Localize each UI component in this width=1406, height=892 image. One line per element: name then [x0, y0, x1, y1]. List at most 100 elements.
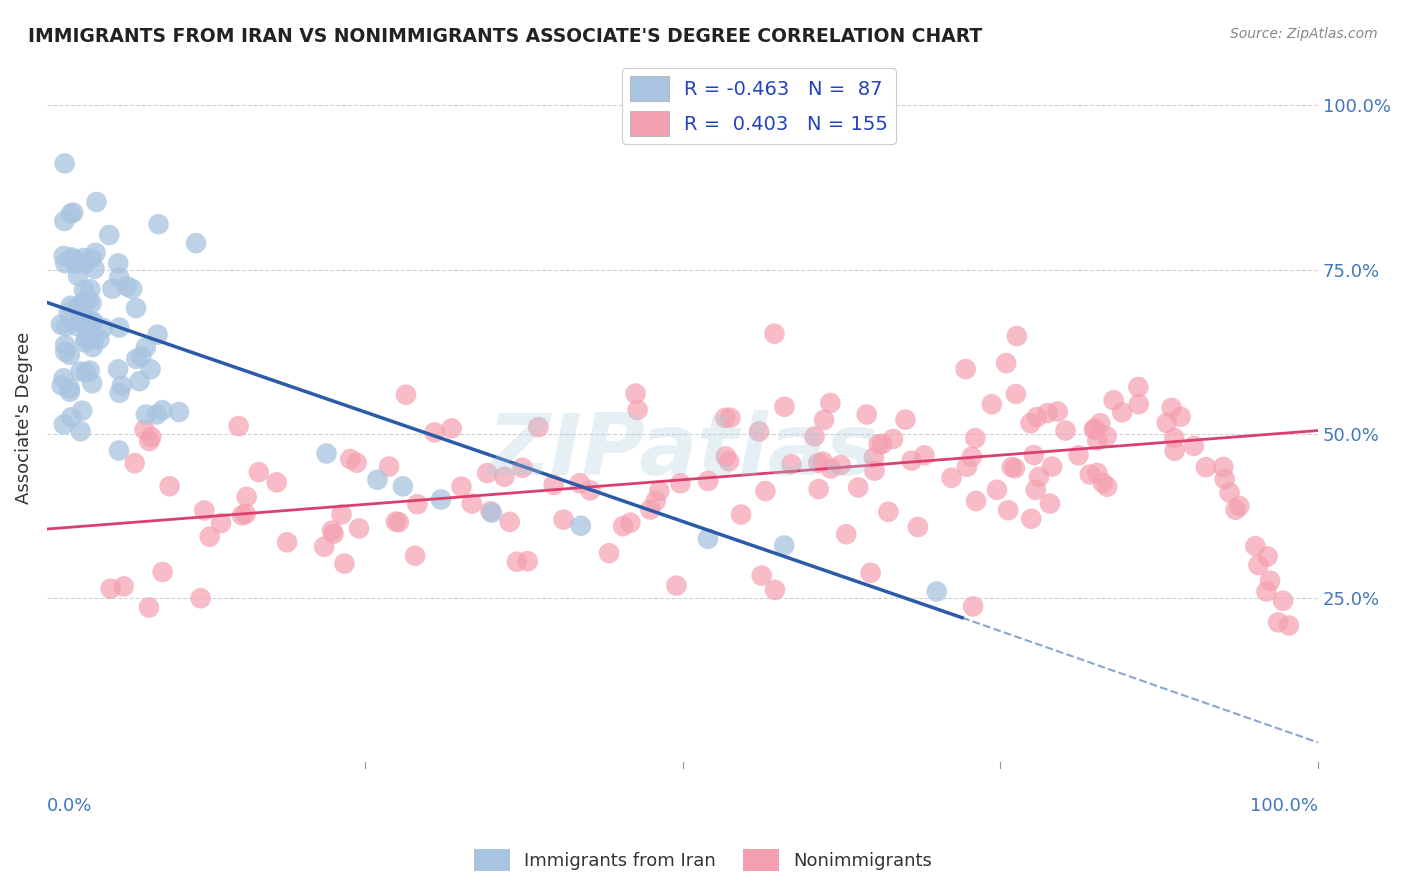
- Point: [955, 362, 977, 376]
- Point: [997, 503, 1019, 517]
- Point: [75, 365, 97, 379]
- Point: [82, 340, 104, 354]
- Text: Source: ZipAtlas.com: Source: ZipAtlas.com: [1230, 27, 1378, 41]
- Point: [73, 335, 96, 350]
- Point: [339, 452, 361, 467]
- Point: [65, 257, 87, 271]
- Point: [91, 321, 114, 335]
- Point: [1036, 406, 1059, 420]
- Point: [965, 494, 987, 508]
- Point: [80, 315, 103, 329]
- Point: [624, 386, 647, 401]
- Point: [138, 434, 160, 449]
- Point: [69, 365, 91, 379]
- Point: [76, 311, 98, 326]
- Point: [960, 450, 983, 464]
- Point: [1085, 434, 1108, 448]
- Point: [53, 214, 76, 228]
- Point: [506, 555, 529, 569]
- Point: [69, 424, 91, 438]
- Point: [1218, 485, 1240, 500]
- Point: [807, 456, 830, 470]
- Point: [330, 508, 353, 522]
- Point: [53, 256, 76, 270]
- Point: [1258, 574, 1281, 588]
- Point: [115, 279, 138, 293]
- Point: [60, 251, 83, 265]
- Point: [108, 443, 131, 458]
- Point: [1054, 424, 1077, 438]
- Point: [321, 524, 343, 538]
- Point: [1160, 401, 1182, 415]
- Point: [450, 480, 472, 494]
- Point: [941, 471, 963, 485]
- Point: [1257, 549, 1279, 564]
- Point: [568, 476, 591, 491]
- Point: [72, 295, 94, 310]
- Point: [835, 527, 858, 541]
- Point: [499, 515, 522, 529]
- Point: [475, 466, 498, 480]
- Point: [266, 475, 288, 490]
- Point: [152, 565, 174, 579]
- Point: [598, 546, 620, 560]
- Point: [1278, 618, 1301, 632]
- Point: [440, 421, 463, 435]
- Point: [128, 374, 150, 388]
- Legend: R = -0.463   N =  87, R =  0.403   N = 155: R = -0.463 N = 87, R = 0.403 N = 155: [621, 69, 896, 144]
- Point: [84, 245, 107, 260]
- Text: IMMIGRANTS FROM IRAN VS NONIMMIGRANTS ASSOCIATE'S DEGREE CORRELATION CHART: IMMIGRANTS FROM IRAN VS NONIMMIGRANTS AS…: [28, 27, 983, 45]
- Point: [65, 318, 87, 333]
- Point: [89, 332, 111, 346]
- Point: [811, 455, 834, 469]
- Point: [1213, 472, 1236, 486]
- Point: [124, 456, 146, 470]
- Point: [1001, 460, 1024, 475]
- Point: [1083, 423, 1105, 437]
- Point: [1272, 594, 1295, 608]
- Point: [100, 582, 122, 596]
- Point: [59, 299, 82, 313]
- Point: [135, 408, 157, 422]
- Point: [872, 437, 894, 451]
- Point: [322, 526, 344, 541]
- Point: [392, 479, 415, 493]
- Point: [718, 410, 741, 425]
- Y-axis label: Associate's Degree: Associate's Degree: [15, 331, 32, 503]
- Point: [481, 506, 503, 520]
- Point: [70, 403, 93, 417]
- Point: [53, 338, 76, 352]
- Point: [1040, 459, 1063, 474]
- Point: [846, 480, 869, 494]
- Point: [1256, 584, 1278, 599]
- Point: [83, 331, 105, 345]
- Point: [82, 314, 104, 328]
- Point: [995, 356, 1018, 370]
- Point: [1247, 558, 1270, 572]
- Point: [1028, 470, 1050, 484]
- Point: [1225, 502, 1247, 516]
- Point: [51, 378, 73, 392]
- Point: [877, 505, 900, 519]
- Point: [146, 327, 169, 342]
- Point: [53, 344, 76, 359]
- Point: [75, 332, 97, 346]
- Point: [640, 502, 662, 516]
- Point: [763, 582, 786, 597]
- Point: [276, 535, 298, 549]
- Point: [235, 490, 257, 504]
- Point: [855, 408, 877, 422]
- Text: ZIPatlas: ZIPatlas: [488, 410, 877, 493]
- Point: [665, 579, 688, 593]
- Point: [479, 504, 502, 518]
- Point: [965, 431, 987, 445]
- Point: [754, 484, 776, 499]
- Point: [1039, 497, 1062, 511]
- Point: [1111, 405, 1133, 419]
- Point: [148, 217, 170, 231]
- Point: [146, 408, 169, 422]
- Point: [907, 520, 929, 534]
- Point: [619, 516, 641, 530]
- Point: [1004, 461, 1026, 475]
- Point: [820, 396, 842, 410]
